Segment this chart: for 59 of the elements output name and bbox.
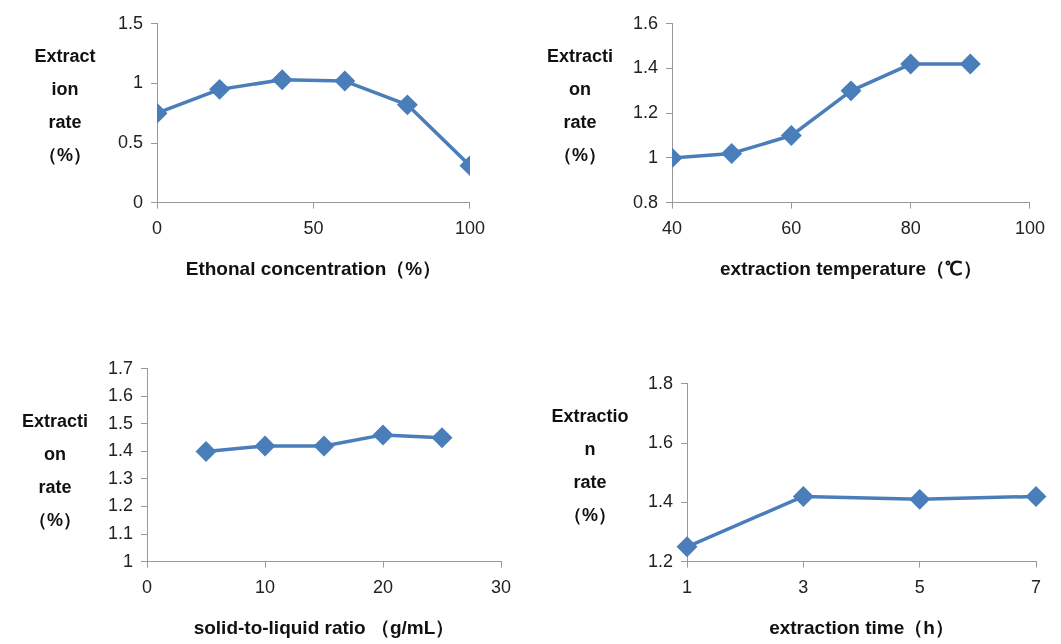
point bbox=[793, 486, 814, 507]
y-tick-label: 1.6 bbox=[647, 432, 674, 453]
x-axis-title: solid-to-liquid ratio （g/mL） bbox=[193, 616, 455, 638]
point bbox=[432, 427, 452, 448]
point bbox=[373, 425, 393, 445]
y-tick-label: 1.6 bbox=[107, 385, 134, 406]
x-tick-label: 10 bbox=[255, 577, 276, 598]
x-axis-title: extraction time（h） bbox=[769, 616, 954, 638]
point bbox=[841, 81, 861, 101]
x-tick-label: 1 bbox=[682, 577, 693, 598]
y-axis-title: Extractio n rate （%） bbox=[550, 405, 630, 527]
x-tick-label: 5 bbox=[914, 577, 925, 598]
point bbox=[721, 143, 742, 164]
y-axis-title: Extracti on rate （%） bbox=[20, 410, 89, 532]
x-axis-title: Ethonal concentration（%） bbox=[185, 257, 442, 279]
y-axis-title: Extracti on rate （%） bbox=[545, 45, 614, 167]
x-tick-label: 100 bbox=[454, 218, 486, 239]
y-axis-title: Extract ion rate （%） bbox=[33, 45, 97, 167]
y-tick-label: 1.3 bbox=[107, 467, 134, 488]
x-tick-label: 100 bbox=[1014, 218, 1046, 239]
y-tick-label: 1.4 bbox=[632, 57, 659, 78]
x-tick-label: 0 bbox=[152, 218, 163, 239]
x-tick-label: 20 bbox=[372, 577, 394, 598]
point bbox=[781, 125, 802, 146]
y-tick-label: 1.4 bbox=[647, 491, 674, 512]
y-tick-label: 1.4 bbox=[107, 440, 134, 461]
x-axis-title: extraction temperature（℃） bbox=[720, 257, 982, 279]
y-tick-label: 1.2 bbox=[107, 495, 134, 516]
point bbox=[900, 54, 921, 74]
point bbox=[255, 436, 275, 456]
y-tick-label: 1.5 bbox=[117, 12, 144, 33]
point bbox=[335, 71, 355, 91]
x-tick-label: 7 bbox=[1030, 577, 1042, 598]
y-tick-label: 1 bbox=[123, 550, 134, 571]
point bbox=[272, 70, 292, 90]
point bbox=[314, 436, 334, 456]
x-tick-label: 60 bbox=[781, 218, 802, 239]
y-tick-label: 1.6 bbox=[632, 12, 659, 33]
x-tick-label: 40 bbox=[662, 218, 683, 239]
point bbox=[1026, 486, 1046, 507]
y-tick-label: 1.5 bbox=[107, 412, 134, 433]
y-tick-label: 1 bbox=[648, 146, 659, 167]
point bbox=[677, 537, 697, 557]
y-tick-label: 1.2 bbox=[647, 550, 674, 571]
point bbox=[909, 489, 930, 510]
x-tick-label: 50 bbox=[303, 218, 324, 239]
y-tick-label: 1.7 bbox=[107, 357, 134, 378]
y-tick-label: 1.8 bbox=[647, 372, 674, 393]
y-tick-label: 1.1 bbox=[107, 523, 134, 544]
y-tick-label: 0.8 bbox=[632, 191, 659, 212]
x-tick-label: 80 bbox=[900, 218, 921, 239]
x-tick-label: 30 bbox=[490, 577, 512, 598]
x-tick-label: 3 bbox=[798, 577, 809, 598]
point bbox=[960, 54, 981, 74]
y-tick-label: 1 bbox=[133, 72, 144, 93]
y-tick-label: 1.2 bbox=[632, 102, 659, 123]
y-tick-label: 0 bbox=[133, 191, 144, 212]
point bbox=[196, 441, 216, 462]
y-tick-label: 0.5 bbox=[117, 131, 144, 152]
